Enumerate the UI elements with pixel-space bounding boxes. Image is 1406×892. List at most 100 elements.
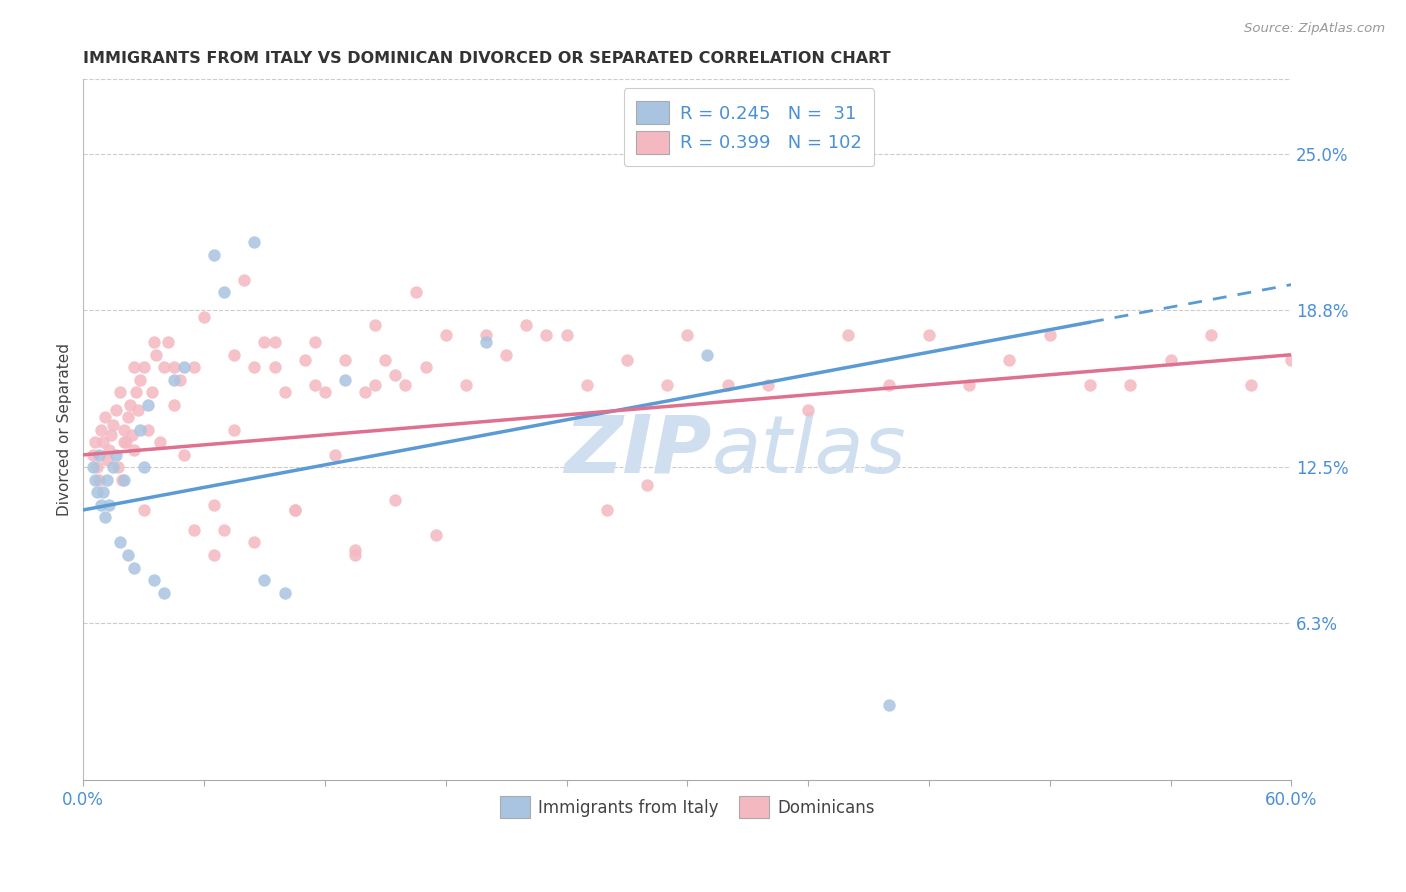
Point <box>89 473 111 487</box>
Point <box>323 448 346 462</box>
Point <box>475 327 498 342</box>
Point <box>434 327 457 342</box>
Point <box>153 360 176 375</box>
Point <box>224 348 246 362</box>
Point <box>118 398 141 412</box>
Point <box>96 453 118 467</box>
Point <box>756 377 779 392</box>
Point <box>104 448 127 462</box>
Point <box>536 327 558 342</box>
Point <box>202 247 225 261</box>
Point <box>163 373 186 387</box>
Point <box>998 352 1021 367</box>
Point <box>596 503 619 517</box>
Point <box>575 377 598 392</box>
Point <box>273 585 295 599</box>
Y-axis label: Divorced or Separated: Divorced or Separated <box>58 343 72 516</box>
Point <box>1160 352 1182 367</box>
Point <box>142 335 165 350</box>
Point <box>127 402 149 417</box>
Point <box>374 352 396 367</box>
Point <box>98 442 121 457</box>
Point <box>96 473 118 487</box>
Point <box>114 435 136 450</box>
Point <box>233 272 256 286</box>
Point <box>202 548 225 562</box>
Point <box>1199 327 1222 342</box>
Point <box>364 318 387 332</box>
Point <box>183 523 205 537</box>
Text: atlas: atlas <box>711 412 907 490</box>
Point <box>141 385 163 400</box>
Point <box>128 423 150 437</box>
Point <box>273 385 295 400</box>
Point <box>94 410 117 425</box>
Point <box>384 492 406 507</box>
Point <box>122 442 145 457</box>
Point <box>636 478 658 492</box>
Point <box>354 385 377 400</box>
Point <box>212 523 235 537</box>
Point <box>124 385 146 400</box>
Point <box>100 427 122 442</box>
Point <box>93 435 115 450</box>
Point <box>122 360 145 375</box>
Text: ZIP: ZIP <box>564 412 711 490</box>
Point <box>616 352 638 367</box>
Point <box>495 348 517 362</box>
Point <box>284 503 307 517</box>
Point <box>314 385 336 400</box>
Point <box>183 360 205 375</box>
Point <box>117 548 139 562</box>
Point <box>344 543 367 558</box>
Point <box>384 368 406 382</box>
Point <box>163 360 186 375</box>
Point <box>89 448 111 462</box>
Point <box>333 352 356 367</box>
Point <box>1119 377 1142 392</box>
Point <box>90 498 112 512</box>
Point <box>515 318 537 332</box>
Point <box>333 373 356 387</box>
Point <box>657 377 679 392</box>
Point <box>153 585 176 599</box>
Point <box>918 327 941 342</box>
Point <box>173 448 195 462</box>
Point <box>121 427 143 442</box>
Point <box>117 410 139 425</box>
Point <box>415 360 437 375</box>
Point <box>107 460 129 475</box>
Point <box>263 360 285 375</box>
Point <box>142 573 165 587</box>
Point <box>224 423 246 437</box>
Point <box>98 498 121 512</box>
Point <box>243 235 266 249</box>
Point <box>425 528 447 542</box>
Point <box>877 698 900 713</box>
Point <box>82 460 104 475</box>
Point <box>1039 327 1062 342</box>
Point <box>112 473 135 487</box>
Point <box>163 398 186 412</box>
Point <box>243 360 266 375</box>
Point <box>122 560 145 574</box>
Point <box>1078 377 1101 392</box>
Point <box>86 485 108 500</box>
Point <box>676 327 699 342</box>
Point <box>344 548 367 562</box>
Point <box>132 503 155 517</box>
Point <box>82 448 104 462</box>
Point <box>797 402 820 417</box>
Point <box>837 327 859 342</box>
Point <box>84 435 107 450</box>
Point <box>112 435 135 450</box>
Point <box>110 473 132 487</box>
Point <box>128 373 150 387</box>
Point <box>454 377 477 392</box>
Point <box>132 460 155 475</box>
Point <box>212 285 235 300</box>
Point <box>173 360 195 375</box>
Point <box>104 402 127 417</box>
Point <box>696 348 718 362</box>
Text: Source: ZipAtlas.com: Source: ZipAtlas.com <box>1244 22 1385 36</box>
